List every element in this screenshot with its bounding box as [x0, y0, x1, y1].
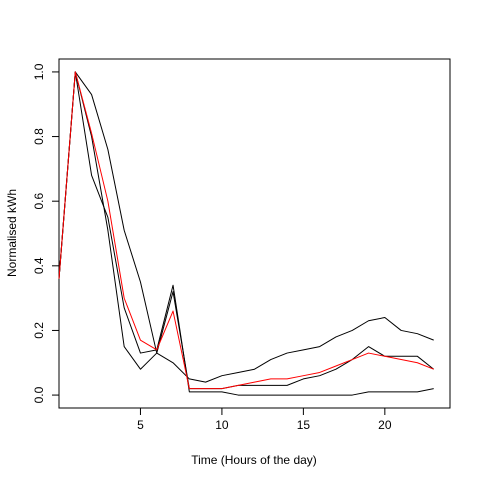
y-tick-label: 0.4	[32, 257, 46, 274]
y-tick-label: 0.8	[32, 128, 46, 145]
x-tick-label: 5	[137, 418, 144, 432]
plot-frame	[58, 58, 451, 409]
series-line-1	[58, 71, 434, 383]
series-line-4	[58, 71, 434, 390]
x-tick-label: 15	[297, 418, 311, 432]
y-tick-label: 0.0	[32, 386, 46, 403]
series-line-2	[58, 71, 434, 396]
series-layer	[58, 71, 435, 396]
x-tick-label: 10	[215, 418, 229, 432]
x-tick-label: 20	[378, 418, 392, 432]
x-axis: 5 10 15 20	[137, 408, 392, 432]
series-line-3	[58, 71, 435, 390]
y-tick-label: 0.6	[32, 193, 46, 210]
y-tick-label: 0.2	[32, 322, 46, 339]
y-axis: 0.0 0.2 0.4 0.6 0.8 1.0	[32, 63, 59, 403]
x-axis-title: Time (Hours of the day)	[191, 453, 317, 467]
y-axis-title: Normalised kWh	[5, 189, 19, 277]
y-tick-label: 1.0	[32, 63, 46, 80]
